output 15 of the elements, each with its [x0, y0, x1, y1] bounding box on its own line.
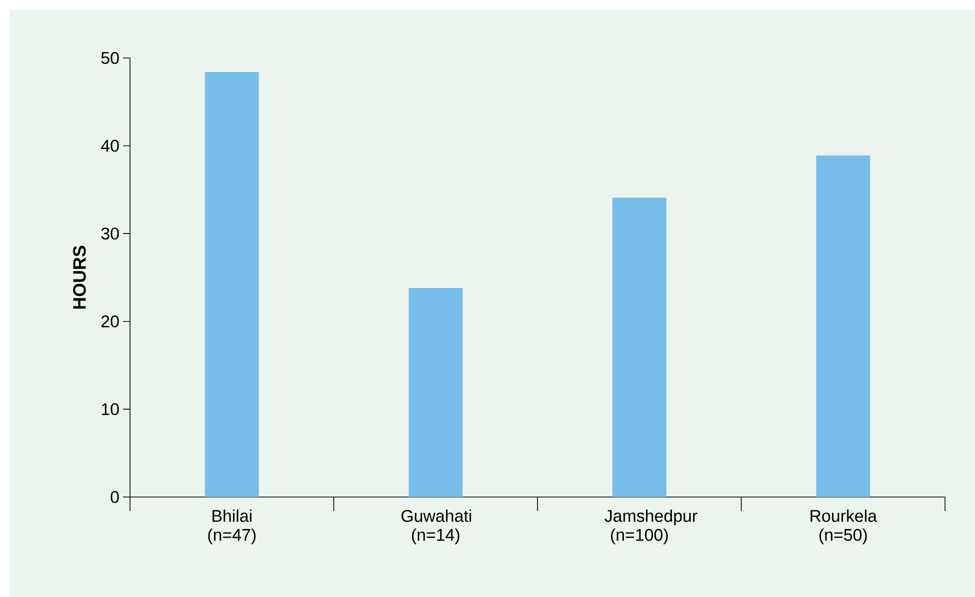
y-axis-title: HOURS	[73, 246, 86, 309]
y-tick-label: 20	[102, 315, 119, 328]
y-tick-label: 30	[101, 228, 119, 240]
bar	[612, 198, 666, 497]
y-tick-label: 10	[102, 403, 119, 416]
x-tick-label: Jamshedpur (n=100)	[604, 510, 698, 544]
bar	[408, 288, 463, 497]
bar	[816, 155, 870, 497]
y-tick-label: 50	[101, 52, 119, 64]
y-tick-label: 0	[110, 490, 119, 503]
bar	[204, 72, 259, 497]
y-tick-label: 40	[101, 140, 119, 152]
x-tick-label: Guwahati (n=14)	[401, 510, 472, 544]
x-tick-label: Rourkela (n=50)	[810, 510, 878, 544]
x-tick-label: Bhilai (n=47)	[208, 510, 256, 544]
